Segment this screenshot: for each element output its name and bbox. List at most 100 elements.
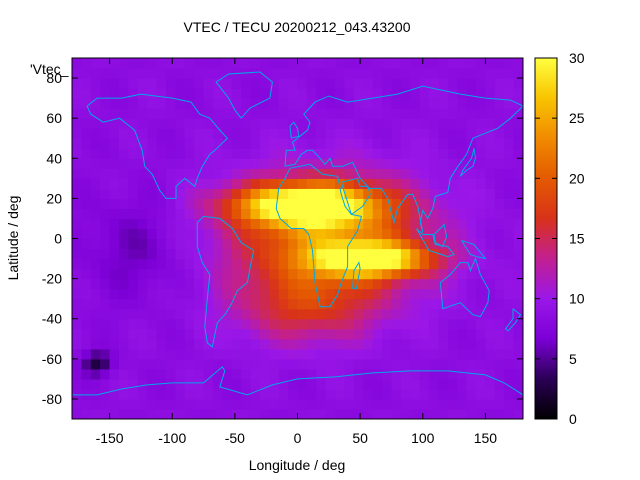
heatmap-cell: [344, 378, 355, 390]
heatmap-cell: [429, 108, 440, 119]
heatmap-cell: [504, 228, 515, 240]
heatmap-cell: [400, 78, 411, 89]
heatmap-cell: [429, 228, 440, 240]
heatmap-cell: [457, 58, 468, 69]
heatmap-cell: [457, 228, 468, 240]
heatmap-cell: [504, 218, 515, 230]
heatmap-cell: [194, 238, 205, 250]
heatmap-cell: [212, 378, 223, 390]
heatmap-cell: [241, 408, 252, 419]
heatmap-cell: [325, 68, 336, 79]
heatmap-cell: [391, 288, 402, 300]
heatmap-cell: [476, 118, 487, 129]
heatmap-cell: [259, 168, 270, 179]
heatmap-cell: [353, 288, 364, 300]
heatmap-cell: [90, 288, 101, 300]
heatmap-cell: [165, 378, 176, 390]
heatmap-cell: [203, 118, 214, 129]
heatmap-cell: [100, 358, 111, 370]
heatmap-cell: [457, 218, 468, 230]
heatmap-cell: [513, 338, 523, 350]
heatmap-cell: [447, 268, 458, 280]
heatmap-cell: [476, 288, 487, 300]
heatmap-cell: [391, 358, 402, 370]
heatmap-cell: [429, 208, 440, 220]
heatmap-cell: [269, 68, 280, 79]
heatmap-cell: [410, 278, 421, 290]
heatmap-cell: [335, 188, 346, 199]
heatmap-cell: [494, 288, 505, 300]
heatmap-cell: [250, 388, 261, 400]
heatmap-cell: [118, 338, 129, 350]
heatmap-cell: [241, 368, 252, 380]
heatmap-cell: [391, 338, 402, 350]
heatmap-cell: [175, 248, 186, 260]
heatmap-cell: [212, 58, 223, 69]
heatmap-cell: [90, 58, 101, 69]
coastline-arabia: [340, 177, 371, 216]
heatmap-cell: [363, 368, 374, 380]
heatmap-cell: [400, 258, 411, 270]
heatmap-cell: [147, 338, 158, 350]
heatmap-cell: [419, 98, 430, 109]
heatmap-cell: [241, 118, 252, 129]
heatmap-cell: [457, 318, 468, 330]
heatmap-cell: [250, 98, 261, 109]
heatmap-cell: [128, 208, 139, 220]
heatmap-cell: [372, 398, 383, 410]
heatmap-cell: [156, 258, 167, 270]
heatmap-cell: [344, 248, 355, 260]
heatmap-cell: [325, 78, 336, 89]
heatmap-cell: [156, 218, 167, 230]
heatmap-cell: [438, 98, 449, 109]
heatmap-cell: [175, 98, 186, 109]
heatmap-cell: [353, 308, 364, 320]
heatmap-cell: [429, 78, 440, 89]
heatmap-cell: [344, 348, 355, 360]
heatmap-cell: [109, 318, 120, 330]
heatmap-cell: [184, 148, 195, 159]
heatmap-cell: [382, 348, 393, 360]
heatmap-cell: [269, 228, 280, 240]
heatmap-cell: [278, 318, 289, 330]
heatmap-cell: [175, 268, 186, 280]
heatmap-cell: [259, 358, 270, 370]
heatmap-cell: [222, 398, 233, 410]
heatmap-cell: [128, 268, 139, 280]
heatmap-cell: [137, 198, 148, 210]
heatmap-cell: [222, 188, 233, 199]
heatmap-cell: [504, 288, 515, 300]
heatmap-cell: [306, 258, 317, 270]
heatmap-cell: [410, 318, 421, 330]
heatmap-cell: [372, 358, 383, 370]
heatmap-cell: [269, 248, 280, 260]
heatmap-cell: [100, 168, 111, 179]
heatmap-cell: [429, 278, 440, 290]
heatmap-cell: [372, 208, 383, 220]
heatmap-cell: [382, 278, 393, 290]
heatmap-cell: [156, 88, 167, 99]
heatmap-cell: [382, 328, 393, 340]
heatmap-cell: [429, 248, 440, 260]
heatmap-cell: [372, 108, 383, 119]
heatmap-cell: [222, 58, 233, 69]
heatmap-cell: [325, 238, 336, 250]
heatmap-cell: [165, 268, 176, 280]
heatmap-cell: [231, 148, 242, 159]
heatmap-cell: [203, 378, 214, 390]
heatmap-cell: [391, 388, 402, 400]
heatmap-cell: [391, 228, 402, 240]
heatmap-cell: [457, 88, 468, 99]
y-tick-label: 80: [46, 70, 62, 86]
heatmap-cell: [457, 178, 468, 189]
heatmap-cell: [72, 78, 82, 89]
heatmap-cell: [504, 198, 515, 210]
heatmap-cell: [391, 168, 402, 179]
heatmap-cell: [353, 318, 364, 330]
heatmap-cell: [259, 88, 270, 99]
heatmap-cell: [372, 328, 383, 340]
heatmap-cell: [203, 68, 214, 79]
heatmap-cell: [259, 378, 270, 390]
heatmap-cell: [410, 178, 421, 189]
heatmap-cell: [259, 148, 270, 159]
